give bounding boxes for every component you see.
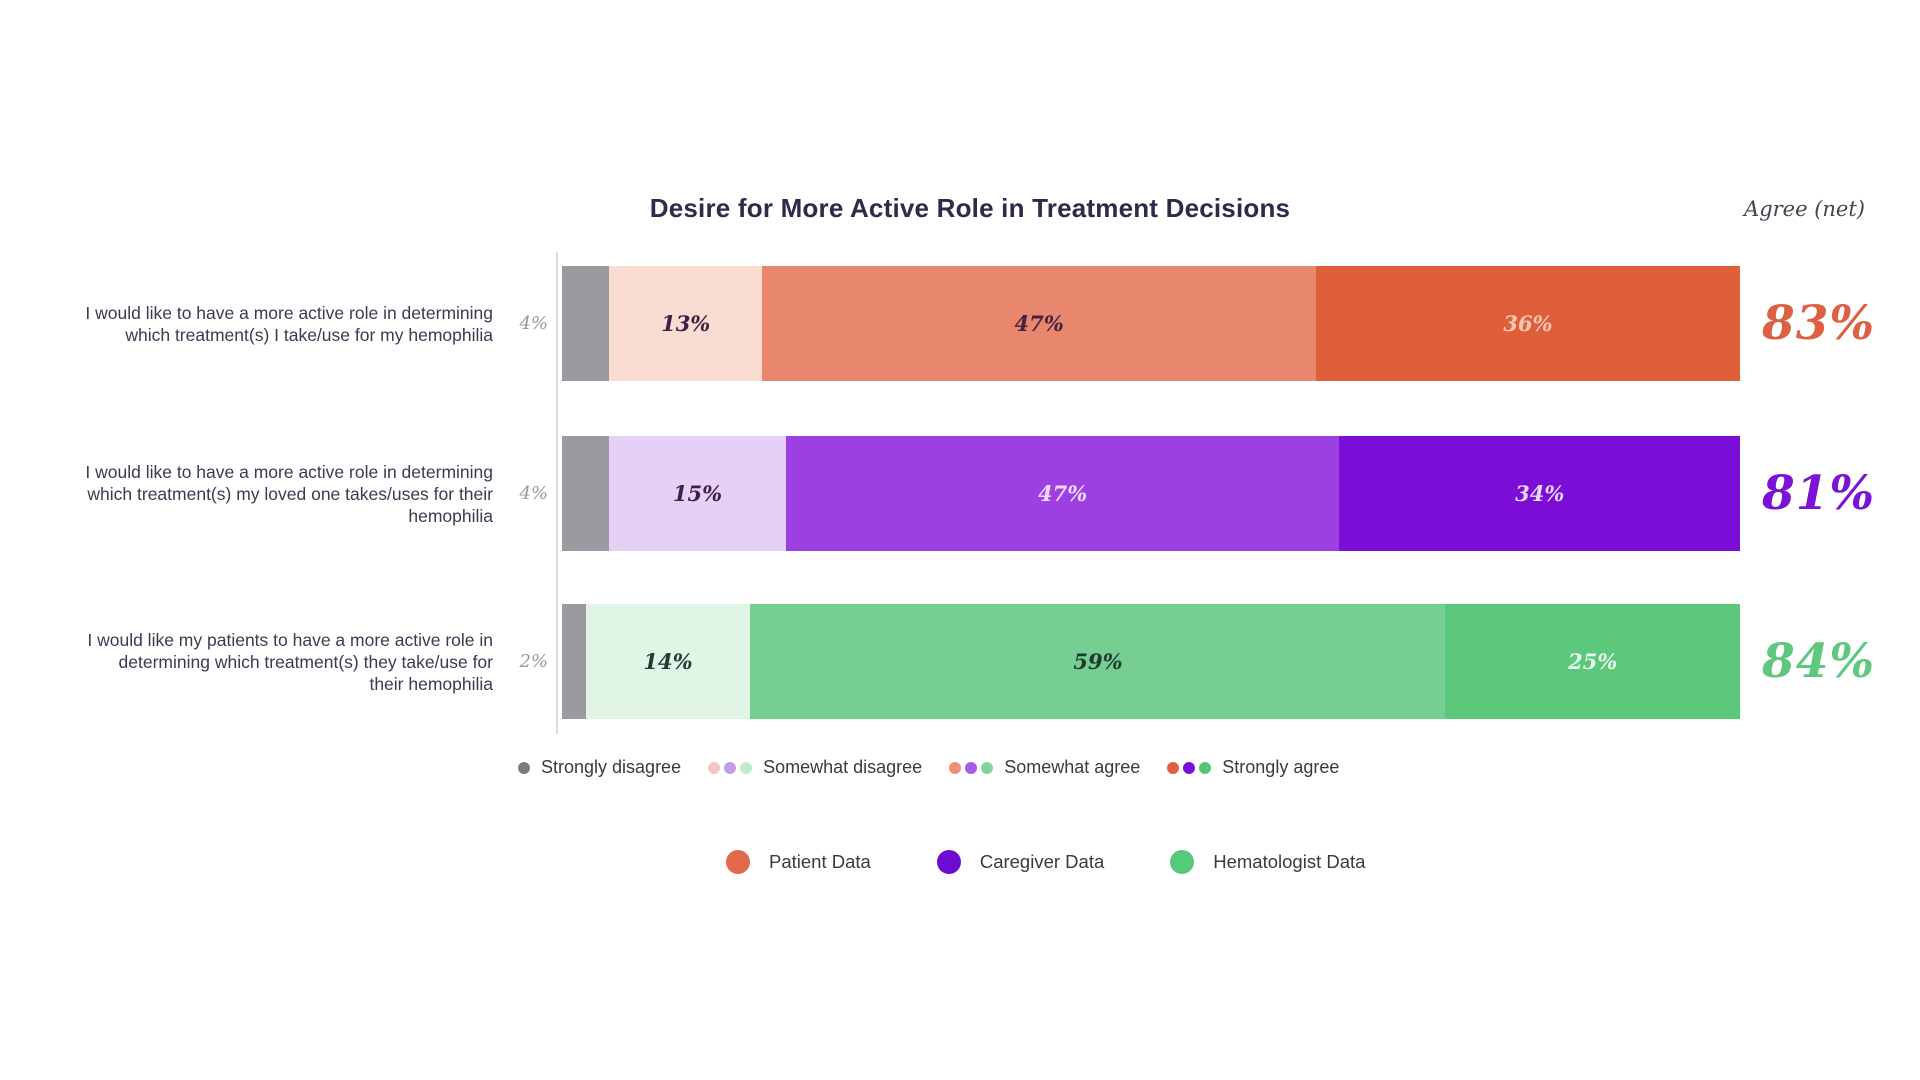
legend-color-dot-icon: [1183, 761, 1196, 774]
bar-row-patient: I would like to have a more active role …: [0, 266, 1920, 381]
legend-color-dot-icon: [708, 761, 721, 774]
bar-segment-somewhat-disagree: 14%: [585, 604, 751, 719]
legend-label: Somewhat agree: [1004, 757, 1141, 777]
row-label: I would like to have a more active role …: [85, 461, 493, 526]
y-axis-line: [556, 252, 558, 734]
segment-value-label: 34%: [1515, 481, 1565, 506]
bar-segment-somewhat-disagree: 13%: [609, 266, 763, 381]
agree-net-value: 83%: [1762, 296, 1876, 351]
segment-value-label: 14%: [643, 649, 693, 674]
bar-segment-strongly-disagree: [562, 266, 610, 381]
legend-dot-group: [518, 761, 530, 774]
agree-net-header: Agree (net): [1744, 197, 1865, 221]
legend-label: Patient Data: [769, 851, 871, 872]
legend-color-dot-icon: [949, 761, 962, 774]
stacked-bar: 14% 59% 25%: [562, 604, 1740, 719]
legend-color-dot-icon: [965, 761, 978, 774]
legend-label: Strongly agree: [1222, 757, 1340, 777]
legend-color-dot-icon: [1199, 761, 1212, 774]
segment-value-label: 59%: [1073, 649, 1123, 674]
legend-item-patient-data: Patient Data: [726, 850, 871, 874]
legend-item-somewhat-disagree: Somewhat disagree: [708, 757, 922, 778]
caregiver-data-dot-icon: [936, 850, 961, 874]
legend-color-dot-icon: [981, 761, 994, 774]
legend-color-dot-icon: [740, 761, 753, 774]
agree-net-value: 84%: [1762, 634, 1876, 689]
legend-dot-group: [949, 761, 994, 774]
legend-dot-group: [1167, 761, 1212, 774]
legend-color-dot-icon: [518, 761, 530, 774]
legend-label: Somewhat disagree: [763, 757, 923, 777]
segment-value-label: 25%: [1568, 649, 1618, 674]
legend-item-caregiver-data: Caregiver Data: [936, 850, 1105, 874]
response-scale-legend: Strongly disagree Somewhat disagree Some…: [518, 757, 1339, 778]
strongly-disagree-outside-value: 4%: [519, 313, 548, 334]
legend-label: Caregiver Data: [979, 851, 1105, 872]
bar-segment-strongly-agree: 36%: [1315, 266, 1740, 381]
agree-net-value: 81%: [1762, 466, 1876, 521]
bar-row-hematologist: I would like my patients to have a more …: [0, 604, 1920, 719]
bar-segment-strongly-agree: 25%: [1445, 604, 1740, 719]
bar-segment-somewhat-agree: 47%: [762, 266, 1316, 381]
legend-color-dot-icon: [1167, 761, 1180, 774]
segment-value-label: 36%: [1503, 311, 1553, 336]
chart-title: Desire for More Active Role in Treatment…: [649, 193, 1291, 223]
bar-row-caregiver: I would like to have a more active role …: [0, 436, 1920, 551]
legend-item-somewhat-agree: Somewhat agree: [949, 757, 1140, 778]
bar-segment-somewhat-agree: 47%: [785, 436, 1340, 551]
legend-label: Strongly disagree: [541, 757, 682, 777]
hematologist-data-dot-icon: [1170, 850, 1195, 874]
legend-item-strongly-disagree: Strongly disagree: [518, 757, 681, 778]
bar-segment-strongly-agree: 34%: [1339, 436, 1740, 551]
bar-segment-strongly-disagree: [562, 604, 586, 719]
bar-segment-strongly-disagree: [562, 436, 610, 551]
legend-dot-group: [708, 761, 753, 774]
strongly-disagree-outside-value: 2%: [519, 651, 548, 672]
bar-segment-somewhat-disagree: 15%: [609, 436, 786, 551]
data-source-legend: Patient Data Caregiver Data Hematologist…: [726, 850, 1365, 874]
legend-item-strongly-agree: Strongly agree: [1167, 757, 1339, 778]
legend-label: Hematologist Data: [1213, 851, 1366, 872]
stacked-bar: 15% 47% 34%: [562, 436, 1740, 551]
strongly-disagree-outside-value: 4%: [519, 483, 548, 504]
stacked-bar: 13% 47% 36%: [562, 266, 1740, 381]
bar-segment-somewhat-agree: 59%: [750, 604, 1446, 719]
segment-value-label: 15%: [672, 481, 723, 506]
segment-value-label: 13%: [661, 311, 711, 336]
row-label: I would like to have a more active role …: [85, 302, 493, 345]
segment-value-label: 47%: [1014, 311, 1064, 336]
segment-value-label: 47%: [1038, 481, 1088, 506]
legend-item-hematologist-data: Hematologist Data: [1170, 850, 1365, 874]
legend-color-dot-icon: [724, 761, 737, 774]
row-label: I would like my patients to have a more …: [87, 629, 493, 694]
patient-data-dot-icon: [726, 850, 750, 874]
